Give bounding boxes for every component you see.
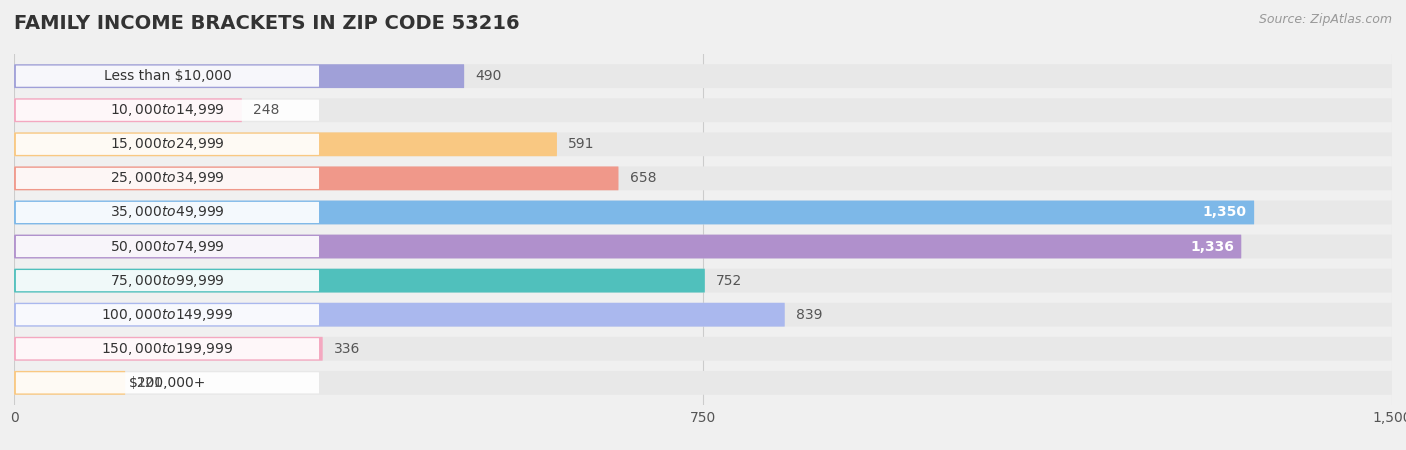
FancyBboxPatch shape (14, 98, 1392, 122)
FancyBboxPatch shape (14, 337, 323, 361)
FancyBboxPatch shape (14, 98, 242, 122)
Text: 336: 336 (333, 342, 360, 356)
FancyBboxPatch shape (14, 303, 1392, 327)
FancyBboxPatch shape (15, 134, 319, 155)
Text: 658: 658 (630, 171, 657, 185)
FancyBboxPatch shape (15, 270, 319, 291)
FancyBboxPatch shape (14, 269, 704, 292)
FancyBboxPatch shape (14, 64, 464, 88)
Text: $200,000+: $200,000+ (129, 376, 207, 390)
Text: 490: 490 (475, 69, 502, 83)
Text: 1,336: 1,336 (1189, 239, 1234, 253)
Text: 1,350: 1,350 (1202, 206, 1247, 220)
FancyBboxPatch shape (15, 338, 319, 360)
FancyBboxPatch shape (14, 132, 557, 156)
FancyBboxPatch shape (15, 236, 319, 257)
Text: 591: 591 (568, 137, 595, 151)
FancyBboxPatch shape (15, 202, 319, 223)
FancyBboxPatch shape (14, 371, 125, 395)
FancyBboxPatch shape (14, 234, 1241, 258)
FancyBboxPatch shape (15, 304, 319, 325)
Text: $10,000 to $14,999: $10,000 to $14,999 (110, 102, 225, 118)
FancyBboxPatch shape (14, 303, 785, 327)
FancyBboxPatch shape (15, 66, 319, 87)
FancyBboxPatch shape (14, 166, 1392, 190)
Text: $150,000 to $199,999: $150,000 to $199,999 (101, 341, 233, 357)
Text: Less than $10,000: Less than $10,000 (104, 69, 232, 83)
Text: $15,000 to $24,999: $15,000 to $24,999 (110, 136, 225, 152)
Text: 248: 248 (253, 103, 280, 117)
FancyBboxPatch shape (14, 201, 1254, 225)
Text: $100,000 to $149,999: $100,000 to $149,999 (101, 307, 233, 323)
Text: $75,000 to $99,999: $75,000 to $99,999 (110, 273, 225, 288)
Text: FAMILY INCOME BRACKETS IN ZIP CODE 53216: FAMILY INCOME BRACKETS IN ZIP CODE 53216 (14, 14, 520, 33)
FancyBboxPatch shape (15, 99, 319, 121)
FancyBboxPatch shape (15, 372, 319, 393)
Text: $50,000 to $74,999: $50,000 to $74,999 (110, 238, 225, 255)
FancyBboxPatch shape (14, 371, 1392, 395)
FancyBboxPatch shape (14, 64, 1392, 88)
FancyBboxPatch shape (14, 166, 619, 190)
Text: $25,000 to $34,999: $25,000 to $34,999 (110, 171, 225, 186)
FancyBboxPatch shape (14, 201, 1392, 225)
FancyBboxPatch shape (14, 337, 1392, 361)
Text: 839: 839 (796, 308, 823, 322)
FancyBboxPatch shape (14, 132, 1392, 156)
FancyBboxPatch shape (15, 168, 319, 189)
FancyBboxPatch shape (14, 234, 1392, 258)
FancyBboxPatch shape (14, 269, 1392, 292)
Text: $35,000 to $49,999: $35,000 to $49,999 (110, 204, 225, 220)
Text: 752: 752 (716, 274, 742, 288)
Text: Source: ZipAtlas.com: Source: ZipAtlas.com (1258, 14, 1392, 27)
Text: 121: 121 (136, 376, 163, 390)
